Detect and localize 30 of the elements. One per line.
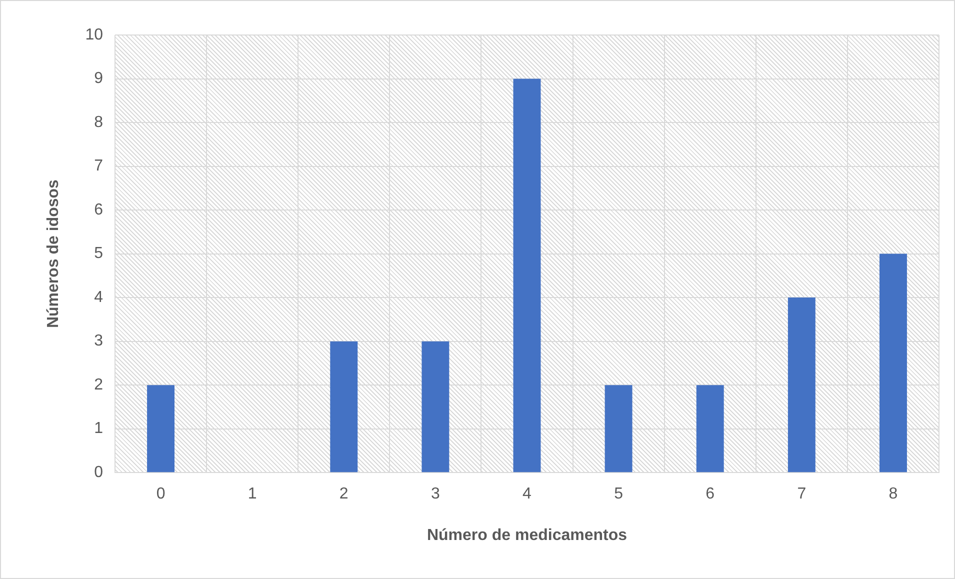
x-tick-label: 3 xyxy=(430,486,440,503)
y-tick-label: 5 xyxy=(94,245,104,262)
bar xyxy=(513,78,541,472)
x-tick-label: 2 xyxy=(339,486,348,503)
y-tick-label: 2 xyxy=(94,376,104,394)
y-tick-label: 8 xyxy=(94,114,104,131)
y-tick-label: 6 xyxy=(94,201,104,218)
y-tick-label: 1 xyxy=(94,420,104,438)
bar xyxy=(422,341,450,472)
x-tick-label: 6 xyxy=(706,486,715,503)
y-tick-label: 4 xyxy=(94,288,104,306)
y-tick-label: 9 xyxy=(94,70,104,88)
x-axis-title: Número de medicamentos xyxy=(426,526,628,544)
y-tick-label: 3 xyxy=(94,332,104,350)
bar xyxy=(696,385,724,472)
bar xyxy=(604,385,632,472)
x-tick-label: 7 xyxy=(797,486,806,503)
bar xyxy=(147,385,175,472)
y-axis-title: Números de idosos xyxy=(45,179,62,328)
x-tick-label: 5 xyxy=(614,486,624,503)
x-tick-label: 1 xyxy=(248,486,257,503)
x-tick-label: 8 xyxy=(888,486,898,503)
x-tick-label: 4 xyxy=(522,486,532,503)
bar xyxy=(879,254,907,472)
bar xyxy=(788,298,816,472)
y-tick-label: 10 xyxy=(85,26,104,44)
y-tick-label: 7 xyxy=(94,158,104,175)
x-tick-label: 0 xyxy=(156,486,166,503)
y-tick-label: 0 xyxy=(94,464,104,482)
bar xyxy=(330,341,358,472)
